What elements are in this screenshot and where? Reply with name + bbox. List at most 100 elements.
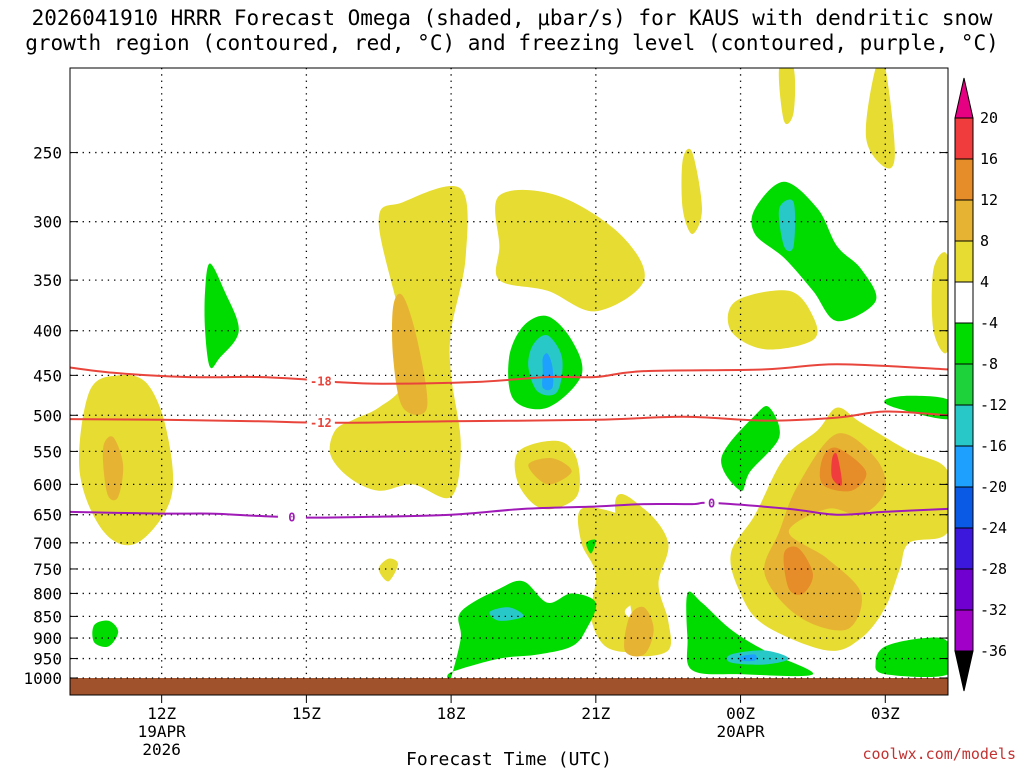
y-tick-label-650: 650 (33, 506, 62, 525)
omega-region-33 (681, 148, 702, 235)
x-tick-label-03Z: 03Z (871, 704, 900, 723)
omega-region-32 (778, 68, 796, 125)
y-tick-label-350: 350 (33, 271, 62, 290)
omega-region-15 (489, 607, 524, 621)
ground-surface (70, 678, 948, 695)
colorbar-box-0 (954, 117, 974, 160)
omega-region-11 (528, 457, 572, 485)
omega-region-25 (819, 447, 867, 492)
omega-region-5 (392, 293, 428, 415)
colorbar-box-12 (954, 609, 974, 652)
omega-region-35 (875, 637, 948, 678)
omega-region-26 (831, 452, 843, 486)
omega-region-18 (624, 606, 654, 657)
colorbar-label--28: -28 (980, 560, 1007, 578)
x-tick-label-21Z: 21Z (581, 704, 610, 723)
x-tick-date-12Z: 19APR (138, 722, 187, 741)
y-axis-ticks: 250 300 350 400 450 500 550 600 650 700 750 800 850 9… (23, 144, 948, 688)
y-tick-label-800: 800 (33, 584, 62, 603)
contour-label--12: -12 (310, 416, 332, 430)
colorbar-label--4: -4 (980, 314, 998, 332)
colorbar-box-1 (954, 158, 974, 201)
omega-region-27 (783, 546, 813, 595)
y-tick-label-500: 500 (33, 406, 62, 425)
x-tick-label-15Z: 15Z (292, 704, 321, 723)
omega-region-12 (378, 558, 398, 582)
contour-label-bg-0-b (704, 495, 719, 510)
colorbar-triangle-top (954, 77, 974, 119)
omega-region-17 (614, 494, 672, 657)
x-axis-label: Forecast Time (UTC) (406, 749, 612, 768)
credit-text: coolwx.com/models (862, 745, 1016, 763)
x-tick-label-00Z: 00Z (726, 704, 755, 723)
omega-region-29 (778, 199, 796, 252)
omega-region-36 (931, 252, 948, 354)
omega-region-14 (447, 580, 597, 678)
contour-label-bg-0 (277, 510, 306, 525)
contour-label--18: -18 (310, 374, 332, 388)
omega-region-30 (727, 290, 818, 350)
contour-label-0-b: 0 (708, 496, 715, 510)
x-tick-label-12Z: 12Z (147, 704, 176, 723)
y-tick-label-850: 850 (33, 607, 62, 626)
colorbar-box-2 (954, 199, 974, 242)
y-tick-label-1000: 1000 (23, 669, 62, 688)
omega-region-9 (542, 353, 554, 391)
y-tick-label-600: 600 (33, 475, 62, 494)
contour-label-bg--12 (306, 415, 335, 430)
colorbar-label--12: -12 (980, 396, 1007, 414)
colorbar-box-5 (954, 322, 974, 365)
colorbar-label-12: 12 (980, 191, 998, 209)
colorbar-box-6 (954, 363, 974, 406)
colorbar-box-10 (954, 527, 974, 570)
y-tick-label-300: 300 (33, 213, 62, 232)
omega-region-4 (329, 186, 468, 499)
colorbar-label-20: 20 (980, 109, 998, 127)
y-tick-label-750: 750 (33, 560, 62, 579)
colorbar-label-16: 16 (980, 150, 998, 168)
y-tick-label-700: 700 (33, 534, 62, 553)
title-line-1: 2026041910 HRRR Forecast Omega (shaded, … (31, 6, 993, 30)
y-tick-label-450: 450 (33, 366, 62, 385)
contour--18 (70, 363, 948, 385)
colorbar-label-8: 8 (980, 232, 989, 250)
omega-region-3 (92, 620, 119, 648)
colorbar: 20 16 12 8 4 -4 -8 -12 -16 -20 -24 -28 -32 -36 (954, 77, 1007, 692)
y-tick-label-550: 550 (33, 442, 62, 461)
colorbar-label--24: -24 (980, 519, 1007, 537)
omega-region-20 (726, 650, 789, 665)
omega-region-2 (204, 263, 239, 369)
colorbar-label--16: -16 (980, 437, 1007, 455)
contour-label-bg--18 (306, 373, 335, 388)
contour--12 (70, 410, 948, 424)
y-tick-label-900: 900 (33, 629, 62, 648)
contour-labels: -18 -12 0 0 (277, 373, 719, 525)
colorbar-box-3 (954, 240, 974, 283)
omega-region-31 (865, 68, 895, 169)
colorbar-box-7 (954, 404, 974, 447)
colorbar-box-9 (954, 486, 974, 529)
y-tick-label-250: 250 (33, 144, 62, 163)
colorbar-label--8: -8 (980, 355, 998, 373)
title-line-2: growth region (contoured, red, °C) and f… (25, 31, 999, 55)
colorbar-label-4: 4 (980, 273, 989, 291)
omega-shading (79, 68, 948, 678)
y-tick-label-400: 400 (33, 322, 62, 341)
x-tick-date-00Z: 20APR (716, 722, 765, 741)
chart-title: 2026041910 HRRR Forecast Omega (shaded, … (0, 6, 1024, 56)
contour-0 (70, 501, 948, 519)
colorbar-box-11 (954, 568, 974, 611)
x-tick-label-18Z: 18Z (437, 704, 466, 723)
colorbar-box-8 (954, 445, 974, 488)
x-tick-year-12Z: 2026 (142, 740, 181, 759)
colorbar-label--32: -32 (980, 601, 1007, 619)
y-tick-label-950: 950 (33, 650, 62, 669)
omega-region-0 (79, 374, 174, 546)
omega-region-21 (738, 654, 757, 662)
contour-label-0: 0 (288, 511, 295, 525)
omega-region-6 (495, 189, 645, 312)
grid-lines (70, 68, 948, 679)
colorbar-box-4 (954, 281, 974, 324)
